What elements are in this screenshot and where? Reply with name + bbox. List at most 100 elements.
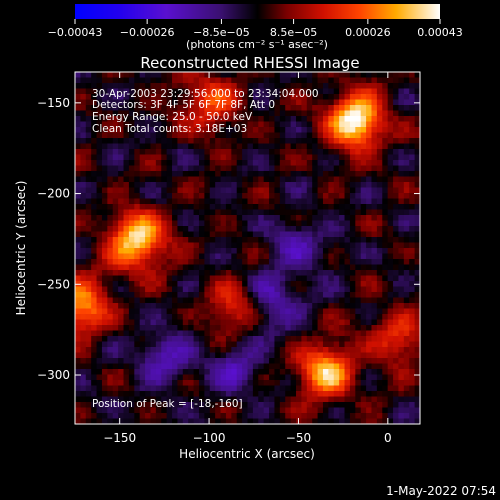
heatmap-cell (193, 319, 200, 326)
heatmap-cell (285, 242, 292, 249)
heatmap-cell (161, 72, 168, 79)
heatmap-cell (328, 83, 335, 90)
heatmap-cell (209, 171, 216, 178)
heatmap-cell (112, 396, 119, 403)
heatmap-cell (258, 83, 265, 90)
heatmap-cell (360, 231, 367, 238)
heatmap-cell (366, 352, 373, 359)
heatmap-cell (349, 391, 356, 398)
heatmap-cell (145, 418, 152, 424)
heatmap-cell (360, 88, 367, 95)
heatmap-cell (290, 204, 297, 211)
heatmap-cell (382, 198, 389, 205)
heatmap-cell (204, 242, 211, 249)
heatmap-cell (349, 231, 356, 238)
heatmap-cell (134, 308, 141, 315)
heatmap-cell (177, 204, 184, 211)
heatmap-cell (387, 193, 394, 200)
heatmap-cell (172, 270, 179, 277)
heatmap-cell (236, 116, 243, 123)
heatmap-cell (279, 77, 286, 84)
heatmap-cell (312, 385, 319, 392)
heatmap-cell (387, 253, 394, 260)
heatmap-cell (301, 226, 308, 233)
heatmap-cell (269, 374, 276, 381)
heatmap-cell (322, 154, 329, 161)
heatmap-cell (161, 275, 168, 282)
heatmap-cell (360, 292, 367, 299)
heatmap-cell (188, 297, 195, 304)
heatmap-cell (161, 352, 168, 359)
heatmap-cell (333, 187, 340, 194)
heatmap-cell (112, 94, 119, 101)
heatmap-cell (247, 270, 254, 277)
heatmap-cell (91, 275, 98, 282)
heatmap-cell (376, 314, 383, 321)
heatmap-cell (209, 204, 216, 211)
heatmap-cell (274, 88, 281, 95)
heatmap-cell (193, 281, 200, 288)
heatmap-cell (85, 303, 92, 310)
heatmap-cell (274, 358, 281, 365)
heatmap-cell (101, 220, 108, 227)
heatmap-cell (258, 391, 265, 398)
heatmap-cell (225, 226, 232, 233)
heatmap-cell (349, 413, 356, 420)
heatmap-cell (75, 286, 81, 293)
heatmap-cell (290, 292, 297, 299)
heatmap-cell (134, 154, 141, 161)
heatmap-cell (188, 275, 195, 282)
heatmap-cell (414, 182, 420, 189)
heatmap-cell (155, 319, 162, 326)
heatmap-cell (371, 77, 378, 84)
heatmap-cell (225, 121, 232, 128)
heatmap-cell (333, 281, 340, 288)
heatmap-cell (322, 132, 329, 139)
heatmap-cell (150, 325, 157, 332)
heatmap-cell (306, 116, 313, 123)
heatmap-cell (247, 220, 254, 227)
heatmap-cell (188, 231, 195, 238)
heatmap-cell (155, 358, 162, 365)
heatmap-cell (393, 281, 400, 288)
heatmap-cell (258, 132, 265, 139)
heatmap-cell (322, 325, 329, 332)
heatmap-cell (339, 374, 346, 381)
heatmap-cell (96, 88, 103, 95)
heatmap-cell (285, 83, 292, 90)
heatmap-cell (296, 77, 303, 84)
heatmap-cell (296, 154, 303, 161)
x-tick-label: −50 (286, 431, 311, 445)
heatmap-cell (220, 143, 227, 150)
heatmap-cell (333, 297, 340, 304)
heatmap-cell (296, 226, 303, 233)
heatmap-cell (166, 99, 173, 106)
heatmap-cell (101, 94, 108, 101)
heatmap-cell (85, 385, 92, 392)
heatmap-cell (242, 391, 249, 398)
heatmap-cell (139, 116, 146, 123)
heatmap-cell (107, 77, 114, 84)
heatmap-cell (409, 154, 416, 161)
heatmap-cell (198, 413, 205, 420)
heatmap-cell (225, 303, 232, 310)
heatmap-cell (398, 264, 405, 271)
heatmap-cell (371, 99, 378, 106)
heatmap-cell (393, 358, 400, 365)
heatmap-cell (231, 143, 238, 150)
heatmap-cell (274, 83, 281, 90)
heatmap-cell (198, 105, 205, 112)
heatmap-cell (317, 83, 324, 90)
heatmap-cell (198, 187, 205, 194)
heatmap-cell (355, 105, 362, 112)
heatmap-cell (382, 116, 389, 123)
heatmap-cell (269, 297, 276, 304)
heatmap-cell (91, 303, 98, 310)
heatmap-cell (322, 303, 329, 310)
heatmap-cell (150, 220, 157, 227)
heatmap-cell (382, 336, 389, 343)
heatmap-cell (118, 303, 125, 310)
heatmap-cell (328, 204, 335, 211)
heatmap-cell (371, 374, 378, 381)
heatmap-cell (252, 314, 259, 321)
